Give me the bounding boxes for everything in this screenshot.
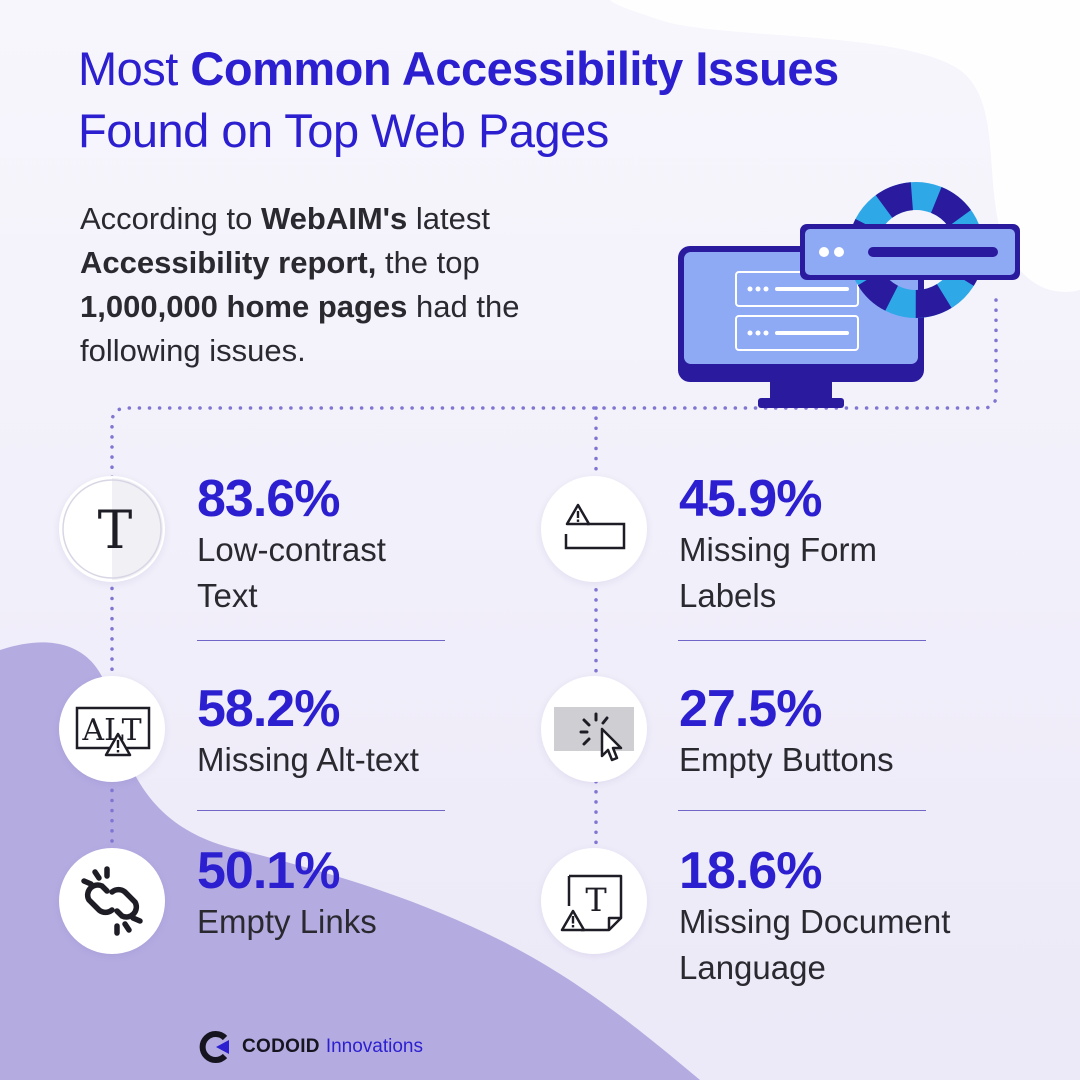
stat-percent: 27.5% xyxy=(679,680,822,738)
stat-label-line1: Missing Form xyxy=(679,531,878,568)
stat-percent: 50.1% xyxy=(197,842,340,900)
divider xyxy=(197,640,445,641)
svg-text:ALT: ALT xyxy=(81,713,141,748)
svg-text:T: T xyxy=(98,501,133,561)
stat-empty-buttons: 27.5% Empty Buttons xyxy=(679,682,894,782)
stat-label-line1: Missing Alt-text xyxy=(197,741,419,778)
stat-percent: 18.6% xyxy=(679,842,822,900)
page-title: Most Common Accessibility Issues Found on… xyxy=(78,42,839,157)
divider xyxy=(197,810,445,811)
divider xyxy=(678,810,926,811)
logo-brand: CODOID xyxy=(242,1036,320,1057)
monitor-illustration xyxy=(678,182,1020,408)
stat-percent: 83.6% xyxy=(197,470,340,528)
low-contrast-text-icon: T xyxy=(59,476,165,582)
stat-label-line2: Text xyxy=(197,577,258,614)
logo-subtitle: Innovations xyxy=(325,1036,423,1057)
stat-label-line1: Low-contrast xyxy=(197,531,386,568)
codoid-logo-icon xyxy=(199,1031,229,1063)
stat-percent: 58.2% xyxy=(197,680,340,738)
intro-text: According to WebAIM's latest Accessibili… xyxy=(80,201,520,368)
stat-percent: 45.9% xyxy=(679,470,822,528)
broken-link-icon xyxy=(59,848,165,954)
stat-missing-document-language: 18.6% Missing Document Language xyxy=(679,844,950,990)
form-field-warning-icon xyxy=(541,476,647,582)
stat-label-line1: Missing Document xyxy=(679,903,951,940)
stat-missing-alt-text: 58.2% Missing Alt-text xyxy=(197,682,419,782)
stat-label-line2: Language xyxy=(679,949,826,986)
document-warning-icon: T xyxy=(541,848,647,954)
divider xyxy=(678,640,926,641)
stat-label-line2: Labels xyxy=(679,577,777,614)
stat-missing-form-labels: 45.9% Missing Form Labels xyxy=(679,472,877,618)
alt-text-warning-icon: ALT xyxy=(59,676,165,782)
stat-label-line1: Empty Links xyxy=(197,903,377,940)
codoid-logo: CODOID Innovations xyxy=(198,1030,423,1064)
stat-label-line1: Empty Buttons xyxy=(679,741,894,778)
empty-button-click-icon xyxy=(541,676,647,782)
stat-empty-links: 50.1% Empty Links xyxy=(197,844,377,944)
svg-text:T: T xyxy=(585,881,607,919)
stat-low-contrast-text: 83.6% Low-contrast Text xyxy=(197,472,386,618)
